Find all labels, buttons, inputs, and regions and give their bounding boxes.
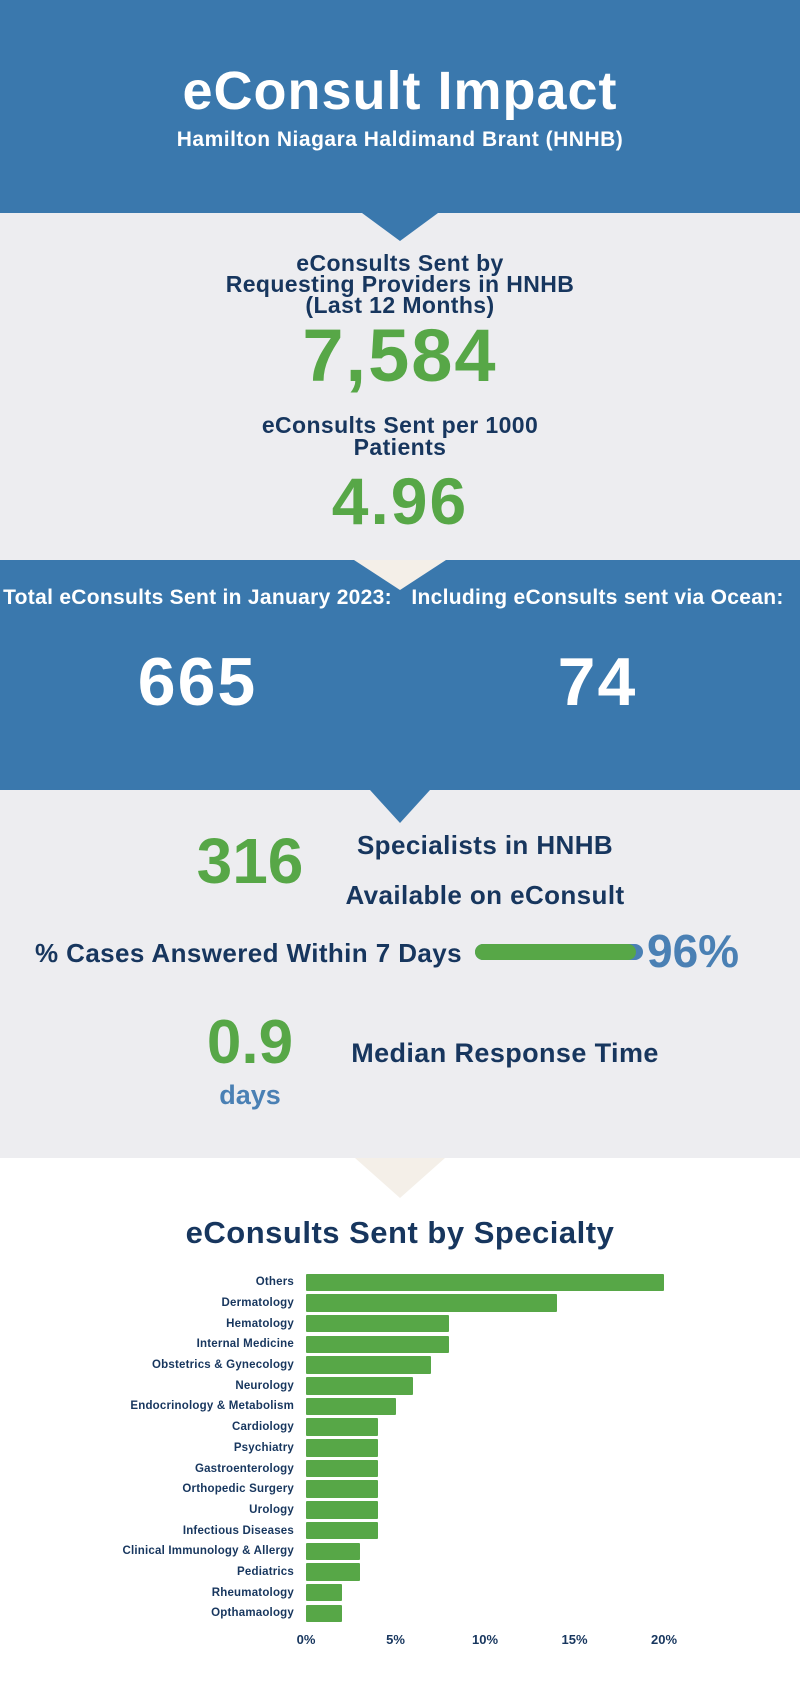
- chart-row: Neurology: [0, 1375, 800, 1396]
- january-total-label: Total eConsults Sent in January 2023:: [3, 586, 392, 609]
- chart-bar-label: Pediatrics: [237, 1565, 294, 1578]
- specialists-label: Specialists in HNHB Available on eConsul…: [330, 820, 640, 920]
- chart-row: Orthopedic Surgery: [0, 1479, 800, 1500]
- response-time-unit: days: [219, 1080, 281, 1110]
- chart-bar-label: Infectious Diseases: [182, 1524, 294, 1537]
- chart-row: Others: [0, 1272, 800, 1293]
- january-band-section: [0, 560, 800, 790]
- sent-12mo-label: eConsults Sent by Requesting Providers i…: [0, 250, 800, 318]
- chart-bar-label: Urology: [249, 1503, 294, 1516]
- ocean-value: 74: [557, 644, 638, 720]
- chart-bar: [306, 1459, 378, 1478]
- sent-stats-section: [0, 213, 800, 560]
- chart-row: Gastroenterology: [0, 1458, 800, 1479]
- answered-progress-fill: [475, 944, 637, 960]
- chart-bar-label: Internal Medicine: [196, 1338, 294, 1351]
- chart-row: Rheumatology: [0, 1582, 800, 1603]
- chart-row: Opthamaology: [0, 1603, 800, 1624]
- chart-bar: [306, 1501, 378, 1519]
- x-axis-tick-label: 10%: [471, 1632, 499, 1647]
- sent-per-1000-label: eConsults Sent per 1000 Patients: [0, 412, 800, 460]
- chart-title: eConsults Sent by Specialty: [185, 1215, 615, 1250]
- chart-bar: [306, 1521, 378, 1540]
- chart-bar-label: Neurology: [235, 1379, 294, 1392]
- chart-row: Pediatrics: [0, 1562, 800, 1583]
- chart-bar-label: Endocrinology & Metabolism: [130, 1400, 294, 1413]
- chart-bar: [306, 1335, 450, 1354]
- sent-12mo-label-line2: Requesting Providers in HNHB: [225, 271, 575, 297]
- ocean-label: Including eConsults sent via Ocean:: [411, 586, 784, 609]
- sent-per-1000-label-line1: eConsults Sent per 1000: [261, 412, 539, 438]
- chart-bar-label: Dermatology: [221, 1297, 294, 1310]
- chart-row: Obstetrics & Gynecology: [0, 1355, 800, 1376]
- x-axis-tick-label: 0%: [296, 1632, 316, 1647]
- chart-row: Clinical Immunology & Allergy: [0, 1541, 800, 1562]
- header-banner: eConsult Impact Hamilton Niagara Haldima…: [0, 0, 800, 213]
- chart-row: Endocrinology & Metabolism: [0, 1396, 800, 1417]
- gray1-arrow-down-icon: [354, 560, 446, 590]
- chart-bar: [306, 1583, 342, 1602]
- performance-section: [0, 790, 800, 1158]
- chart-bar-label: Gastroenterology: [194, 1462, 294, 1475]
- chart-bar: [306, 1294, 557, 1312]
- chart-bar: [306, 1418, 378, 1436]
- gray2-arrow-down-icon: [355, 1158, 445, 1198]
- chart-bar: [306, 1273, 664, 1292]
- x-axis-tick-label: 20%: [650, 1632, 678, 1647]
- chart-bar-label: Rheumatology: [211, 1586, 294, 1599]
- response-time-value: 0.9: [206, 1008, 294, 1077]
- sent-12mo-label-line1: eConsults Sent by: [296, 250, 504, 276]
- chart-bar-label: Obstetrics & Gynecology: [152, 1359, 294, 1372]
- chart-bar: [306, 1439, 378, 1457]
- chart-bar-label: Orthopedic Surgery: [182, 1483, 294, 1496]
- sent-per-1000-label-line2: Patients: [353, 434, 447, 460]
- chart-bar: [306, 1480, 378, 1498]
- response-time-label: Median Response Time: [351, 1038, 659, 1068]
- chart-bar-label: Opthamaology: [211, 1607, 294, 1620]
- specialists-label-line2: Available on eConsult: [345, 880, 625, 910]
- page-subtitle: Hamilton Niagara Haldimand Brant (HNHB): [176, 128, 624, 151]
- chart-row: Dermatology: [0, 1293, 800, 1314]
- chart-plot: Others Dermatology Hematology Internal Medi…: [0, 1272, 800, 1624]
- answered-progress-track: [475, 944, 643, 960]
- chart-bar: [306, 1604, 342, 1623]
- chart-bar: [306, 1563, 360, 1581]
- january-total-value: 665: [137, 644, 258, 720]
- chart-bar-label: Psychiatry: [233, 1441, 294, 1454]
- chart-bar: [306, 1397, 396, 1416]
- chart-bar: [306, 1314, 450, 1333]
- x-axis-tick-label: 5%: [386, 1632, 405, 1647]
- chart-row: Urology: [0, 1500, 800, 1521]
- chart-bar: [306, 1377, 414, 1395]
- sent-12mo-label-line3: (Last 12 Months): [305, 292, 495, 318]
- answered-7days-value: 96%: [647, 925, 740, 977]
- header-arrow-down-icon: [362, 213, 438, 241]
- chart-row: Cardiology: [0, 1417, 800, 1438]
- chart-row: Infectious Diseases: [0, 1520, 800, 1541]
- specialists-value: 316: [196, 825, 304, 897]
- chart-bar: [306, 1542, 360, 1561]
- band-arrow-down-icon: [370, 790, 430, 823]
- x-axis-tick-label: 15%: [561, 1632, 588, 1647]
- chart-row: Psychiatry: [0, 1438, 800, 1459]
- chart-bar: [306, 1356, 432, 1374]
- answered-7days-label: % Cases Answered Within 7 Days: [35, 938, 462, 968]
- page-title: eConsult Impact: [182, 61, 618, 121]
- chart-row: Hematology: [0, 1313, 800, 1334]
- chart-row: Internal Medicine: [0, 1334, 800, 1355]
- chart-bar-label: Cardiology: [231, 1421, 294, 1434]
- chart-bar-label: Others: [255, 1276, 294, 1289]
- specialists-label-line1: Specialists in HNHB: [356, 830, 614, 860]
- chart-bar-label: Clinical Immunology & Allergy: [122, 1545, 294, 1558]
- chart-bar-label: Hematology: [226, 1317, 294, 1330]
- sent-per-1000-value: 4.96: [331, 464, 469, 538]
- sent-12mo-value: 7,584: [302, 314, 498, 397]
